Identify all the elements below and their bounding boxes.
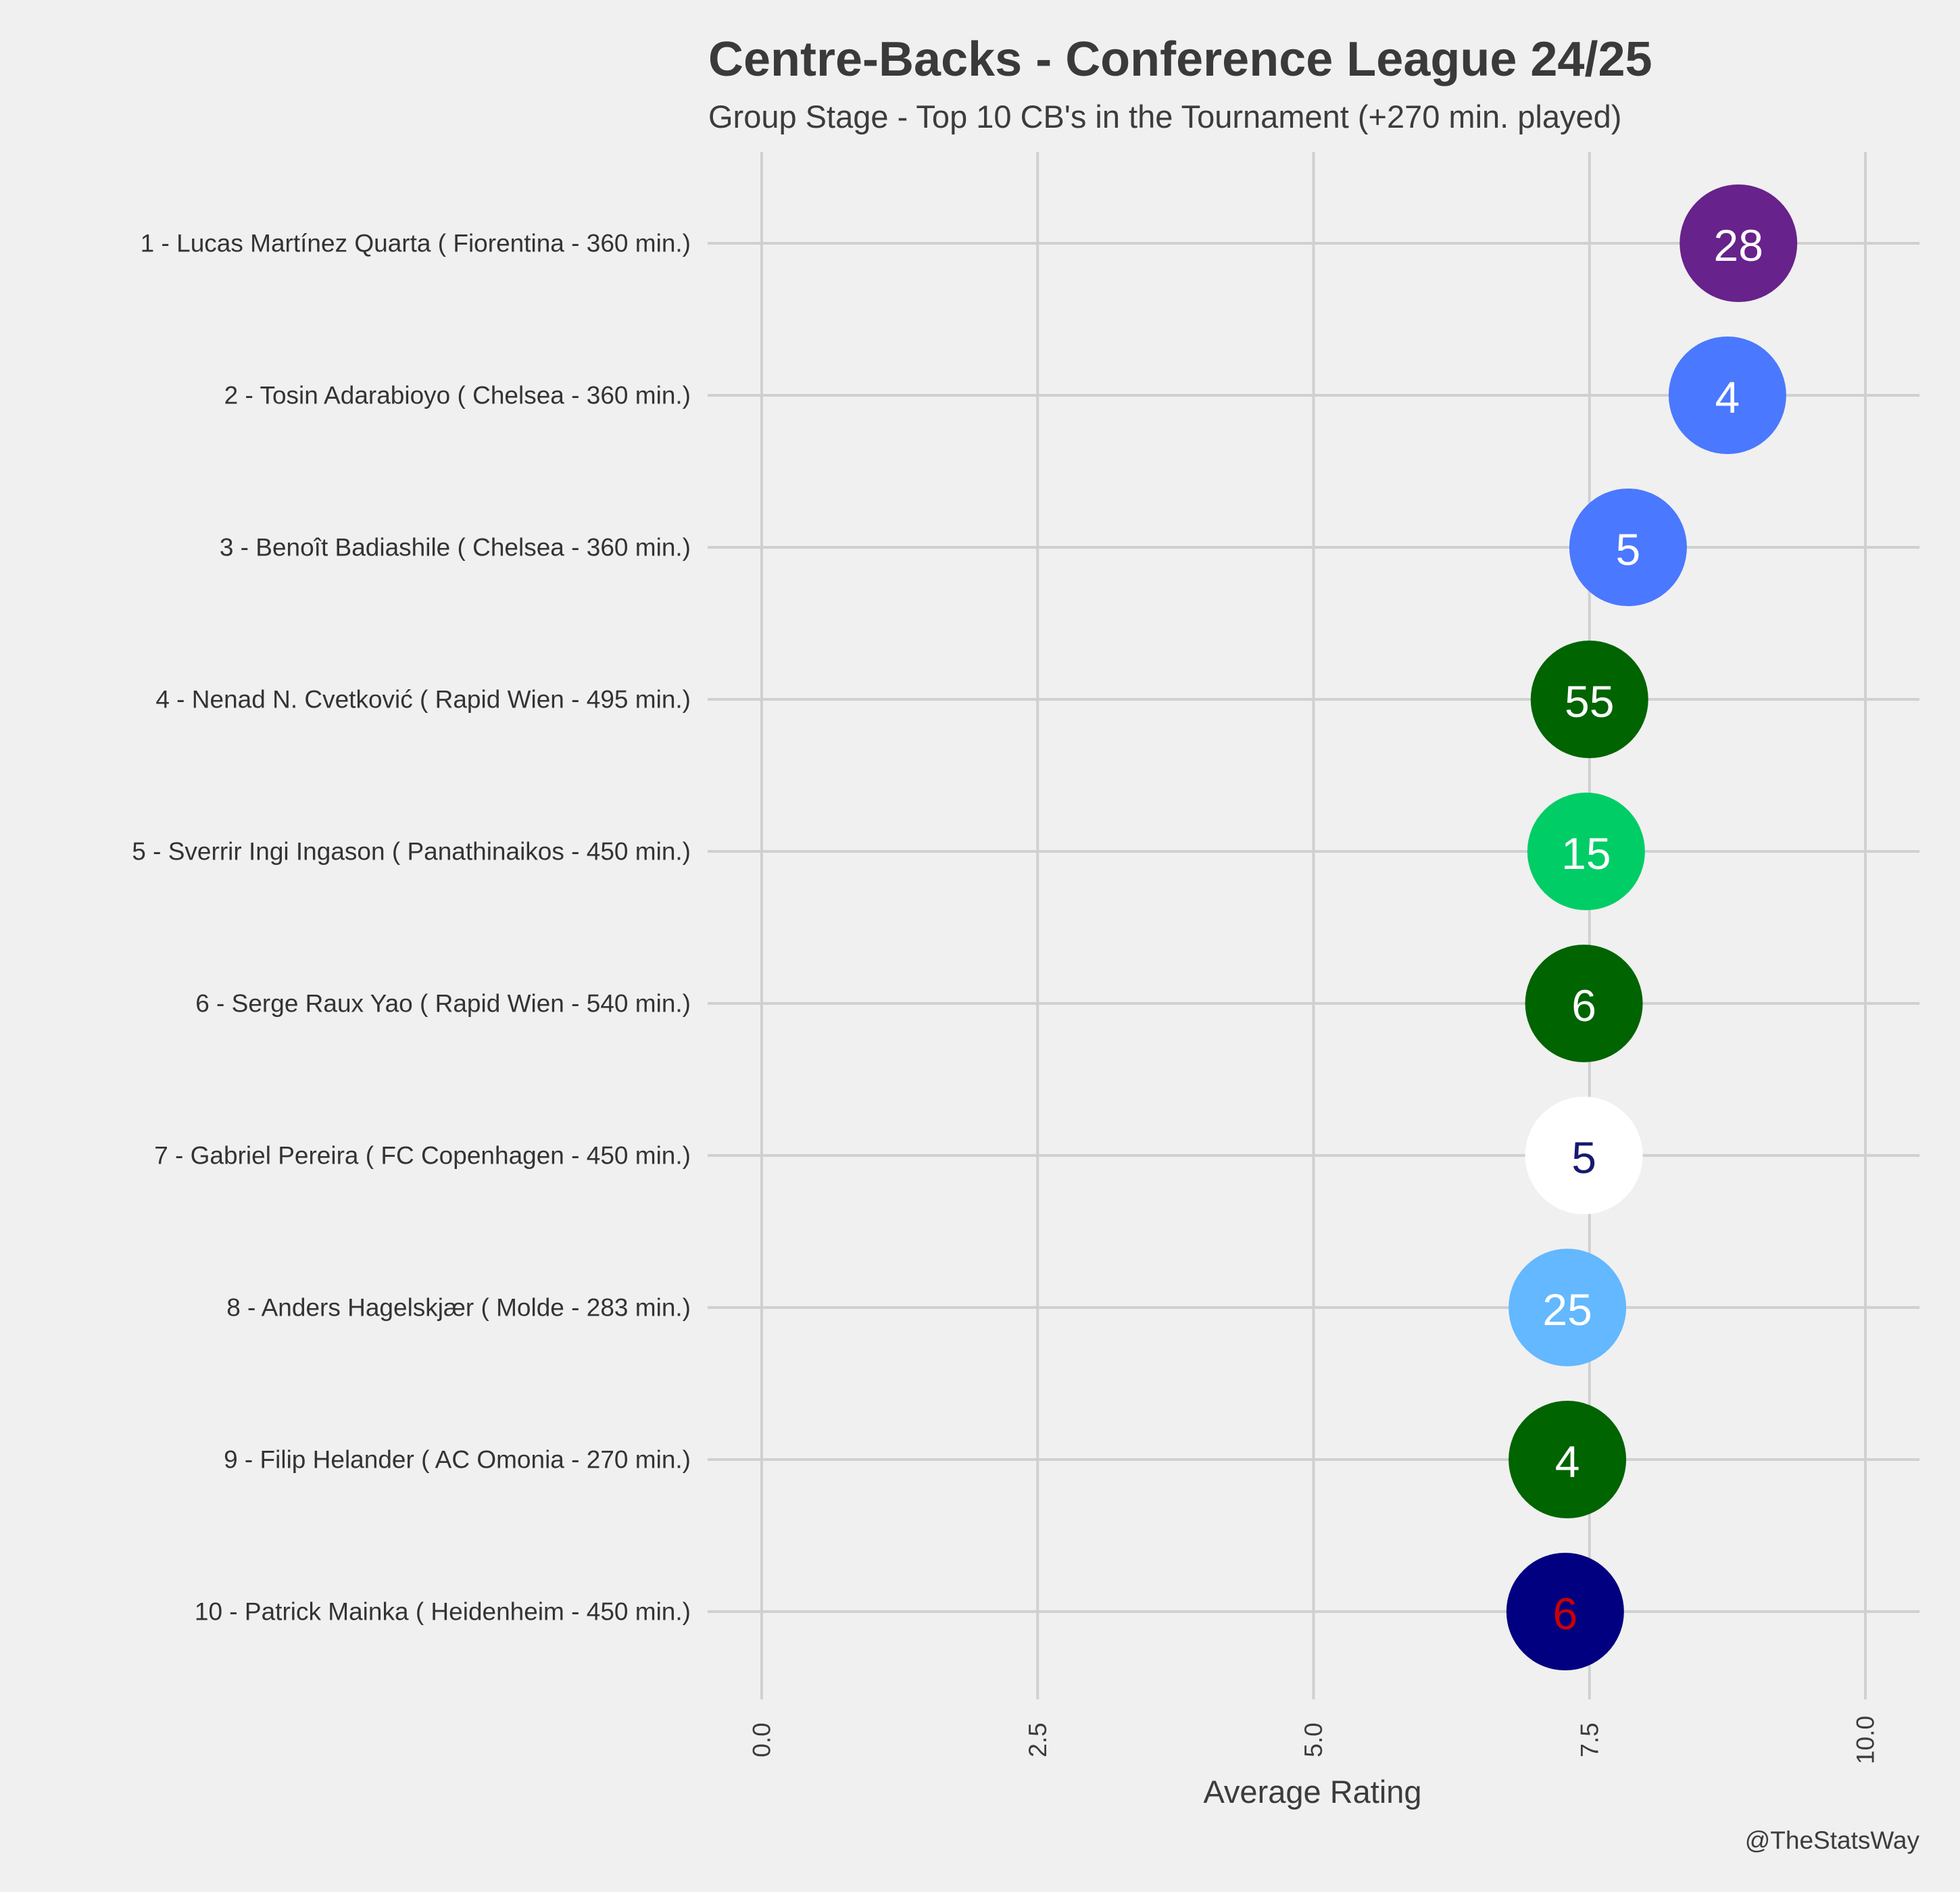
y-tick-label: 8 - Anders Hagelskjær ( Molde - 283 min.… xyxy=(226,1294,691,1322)
player-number-label: 5 xyxy=(1616,524,1641,574)
y-tick-label: 2 - Tosin Adarabioyo ( Chelsea - 360 min… xyxy=(224,382,691,409)
y-tick-label: 10 - Patrick Mainka ( Heidenheim - 450 m… xyxy=(195,1598,691,1626)
player-point xyxy=(1680,184,1798,302)
player-number-label: 6 xyxy=(1552,1589,1577,1639)
y-tick-label: 5 - Sverrir Ingi Ingason ( Panathinaikos… xyxy=(132,838,691,866)
y-tick-label: 9 - Filip Helander ( AC Omonia - 270 min… xyxy=(224,1446,691,1474)
player-point xyxy=(1506,1553,1624,1670)
plot-area: 1 - Lucas Martínez Quarta ( Fiorentina -… xyxy=(132,152,1919,1764)
y-tick-label: 6 - Serge Raux Yao ( Rapid Wien - 540 mi… xyxy=(195,990,691,1018)
player-number-label: 25 xyxy=(1542,1285,1592,1335)
chart-title: Centre-Backs - Conference League 24/25 xyxy=(708,32,1652,86)
x-tick-label: 5.0 xyxy=(1300,1722,1327,1757)
player-point xyxy=(1509,1401,1627,1518)
player-number-label: 4 xyxy=(1715,372,1740,422)
player-number-label: 6 xyxy=(1571,980,1596,1030)
player-number-label: 5 xyxy=(1571,1132,1596,1182)
player-point xyxy=(1525,945,1643,1062)
player-number-label: 15 xyxy=(1561,828,1611,878)
credit-text: @TheStatsWay xyxy=(1745,1826,1920,1854)
y-tick-label: 3 - Benoît Badiashile ( Chelsea - 360 mi… xyxy=(220,534,691,562)
chart-subtitle: Group Stage - Top 10 CB's in the Tournam… xyxy=(708,99,1621,134)
x-tick-label: 2.5 xyxy=(1024,1722,1052,1757)
y-tick-label: 7 - Gabriel Pereira ( FC Copenhagen - 45… xyxy=(154,1142,691,1170)
player-point xyxy=(1525,1097,1643,1214)
player-point xyxy=(1530,641,1648,758)
player-point xyxy=(1509,1249,1627,1366)
x-axis-label: Average Rating xyxy=(1203,1774,1421,1810)
player-number-label: 28 xyxy=(1713,220,1763,270)
player-number-label: 55 xyxy=(1565,676,1614,726)
player-number-label: 4 xyxy=(1555,1437,1580,1487)
player-point xyxy=(1527,793,1645,910)
y-tick-label: 1 - Lucas Martínez Quarta ( Fiorentina -… xyxy=(141,230,691,257)
x-tick-label: 10.0 xyxy=(1852,1716,1880,1764)
player-point xyxy=(1668,337,1786,454)
x-tick-label: 0.0 xyxy=(748,1722,776,1757)
x-tick-label: 7.5 xyxy=(1575,1722,1603,1757)
y-tick-label: 4 - Nenad N. Cvetković ( Rapid Wien - 49… xyxy=(155,686,691,714)
player-point xyxy=(1569,489,1687,606)
